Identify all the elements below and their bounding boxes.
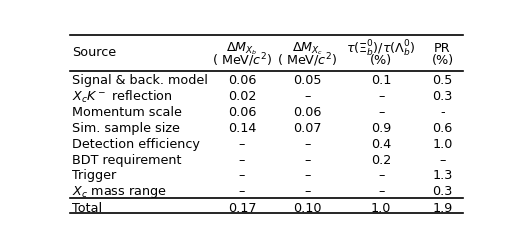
Text: Momentum scale: Momentum scale bbox=[72, 106, 182, 118]
Text: 1.0: 1.0 bbox=[371, 201, 391, 214]
Text: –: – bbox=[239, 184, 245, 198]
Text: $X_c$ mass range: $X_c$ mass range bbox=[72, 183, 167, 199]
Text: 0.17: 0.17 bbox=[228, 201, 256, 214]
Text: 0.6: 0.6 bbox=[432, 122, 452, 134]
Text: PR: PR bbox=[434, 42, 451, 55]
Text: 0.9: 0.9 bbox=[371, 122, 391, 134]
Text: 0.05: 0.05 bbox=[293, 74, 322, 87]
Text: Source: Source bbox=[72, 46, 116, 58]
Text: $X_c K^-$ reflection: $X_c K^-$ reflection bbox=[72, 88, 173, 104]
Text: Trigger: Trigger bbox=[72, 169, 116, 182]
Text: 0.5: 0.5 bbox=[432, 74, 452, 87]
Text: Signal & back. model: Signal & back. model bbox=[72, 74, 208, 87]
Text: –: – bbox=[239, 153, 245, 166]
Text: ( MeV/$c^2$): ( MeV/$c^2$) bbox=[212, 51, 272, 68]
Text: –: – bbox=[378, 169, 384, 182]
Text: 0.14: 0.14 bbox=[228, 122, 256, 134]
Text: –: – bbox=[304, 153, 310, 166]
Text: 1.0: 1.0 bbox=[432, 137, 452, 150]
Text: –: – bbox=[378, 106, 384, 118]
Text: 0.1: 0.1 bbox=[371, 74, 391, 87]
Text: –: – bbox=[378, 184, 384, 198]
Text: 0.02: 0.02 bbox=[228, 90, 256, 103]
Text: 0.07: 0.07 bbox=[293, 122, 322, 134]
Text: 1.9: 1.9 bbox=[432, 201, 452, 214]
Text: BDT requirement: BDT requirement bbox=[72, 153, 182, 166]
Text: –: – bbox=[378, 90, 384, 103]
Text: –: – bbox=[304, 169, 310, 182]
Text: Detection efficiency: Detection efficiency bbox=[72, 137, 200, 150]
Text: $\Delta M_{X_c}$: $\Delta M_{X_c}$ bbox=[292, 40, 323, 56]
Text: –: – bbox=[439, 153, 446, 166]
Text: -: - bbox=[440, 106, 445, 118]
Text: 0.3: 0.3 bbox=[432, 90, 452, 103]
Text: (%): (%) bbox=[370, 53, 392, 66]
Text: (%): (%) bbox=[431, 53, 454, 66]
Text: Sim. sample size: Sim. sample size bbox=[72, 122, 180, 134]
Text: $\Delta M_{X_b}$: $\Delta M_{X_b}$ bbox=[226, 40, 258, 56]
Text: ( MeV/$c^2$): ( MeV/$c^2$) bbox=[277, 51, 337, 68]
Text: Total: Total bbox=[72, 201, 102, 214]
Text: 1.3: 1.3 bbox=[432, 169, 452, 182]
Text: –: – bbox=[239, 169, 245, 182]
Text: –: – bbox=[304, 184, 310, 198]
Text: 0.2: 0.2 bbox=[371, 153, 391, 166]
Text: 0.10: 0.10 bbox=[293, 201, 322, 214]
Text: $\tau(\Xi_b^0)/\tau(\Lambda_b^0)$: $\tau(\Xi_b^0)/\tau(\Lambda_b^0)$ bbox=[346, 38, 416, 58]
Text: –: – bbox=[239, 137, 245, 150]
Text: –: – bbox=[304, 137, 310, 150]
Text: 0.06: 0.06 bbox=[228, 106, 256, 118]
Text: –: – bbox=[304, 90, 310, 103]
Text: 0.3: 0.3 bbox=[432, 184, 452, 198]
Text: 0.06: 0.06 bbox=[228, 74, 256, 87]
Text: 0.06: 0.06 bbox=[293, 106, 322, 118]
Text: 0.4: 0.4 bbox=[371, 137, 391, 150]
